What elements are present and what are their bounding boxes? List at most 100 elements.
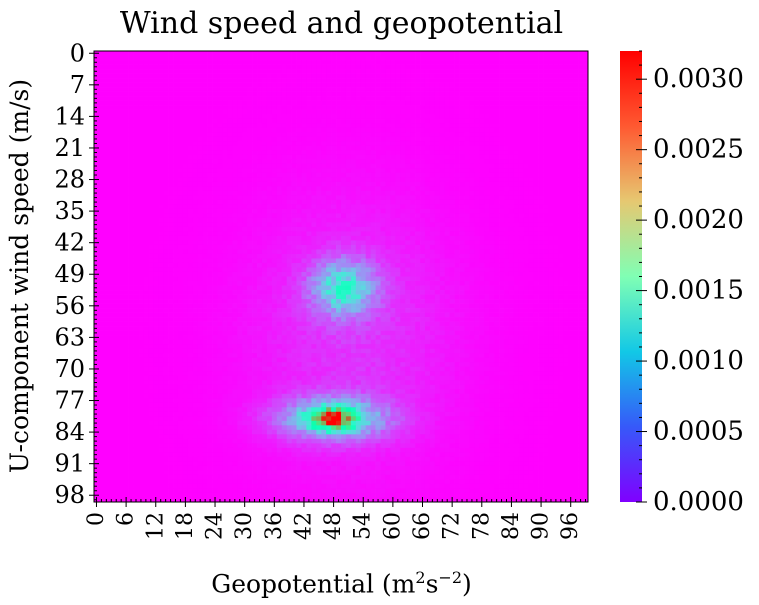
heatmap-cell [138, 154, 144, 160]
heatmap-cell [355, 136, 362, 142]
heatmap-cell [499, 96, 505, 101]
heatmap-cell [444, 145, 451, 151]
heatmap-cell [518, 51, 525, 56]
heatmap-cell [242, 141, 248, 147]
heatmap-cell [400, 271, 406, 277]
heatmap-cell [118, 100, 124, 106]
heatmap-cell [385, 235, 391, 241]
heatmap-cell [197, 271, 204, 277]
heatmap-cell [261, 253, 268, 259]
heatmap-cell [494, 55, 500, 61]
heatmap-cell [355, 141, 362, 147]
heatmap-cell [212, 190, 218, 196]
heatmap-cell [385, 136, 391, 142]
heatmap-cell [494, 186, 500, 192]
heatmap-cell [286, 240, 292, 246]
heatmap-cell [133, 136, 139, 142]
heatmap-cell [400, 105, 406, 110]
heatmap-cell [513, 141, 520, 147]
heatmap-cell [261, 132, 268, 138]
heatmap-cell [528, 105, 535, 110]
heatmap-cell [523, 172, 530, 178]
heatmap-cell [286, 271, 292, 277]
heatmap-cell [227, 168, 233, 174]
heatmap-cell [390, 253, 396, 259]
heatmap-cell [355, 190, 362, 196]
heatmap-cell [341, 204, 347, 210]
heatmap-cell [489, 271, 495, 277]
heatmap-cell [98, 154, 105, 160]
heatmap-cell [123, 168, 129, 174]
heatmap-cell [143, 64, 149, 70]
heatmap-cell [266, 64, 273, 70]
heatmap-cell [563, 127, 569, 133]
heatmap-cell [543, 253, 549, 259]
heatmap-cell [336, 240, 342, 246]
heatmap-cell [103, 145, 110, 151]
heatmap-cell [395, 87, 401, 92]
heatmap-cell [153, 127, 159, 133]
heatmap-cell [197, 145, 204, 151]
heatmap-cell [390, 262, 396, 268]
heatmap-cell [133, 91, 139, 97]
heatmap-cell [350, 244, 357, 250]
heatmap-cell [415, 60, 421, 65]
heatmap-cell [513, 222, 520, 228]
heatmap-cell [177, 100, 184, 106]
heatmap-cell [518, 172, 525, 178]
heatmap-cell [237, 60, 243, 65]
heatmap-cell [326, 244, 332, 250]
heatmap-cell [98, 195, 105, 201]
heatmap-cell [583, 78, 589, 83]
heatmap-cell [108, 55, 115, 61]
heatmap-cell [138, 87, 144, 92]
heatmap-cell [163, 118, 169, 124]
heatmap-cell [523, 127, 530, 133]
heatmap-cell [365, 132, 371, 138]
heatmap-cell [316, 96, 322, 101]
heatmap-cell [538, 244, 544, 250]
heatmap-cell [286, 127, 292, 133]
heatmap-cell [133, 195, 139, 201]
heatmap-cell [197, 199, 204, 205]
heatmap-cell [331, 271, 337, 277]
heatmap-cell [227, 222, 233, 228]
heatmap-cell [420, 163, 426, 169]
heatmap-cell [504, 109, 510, 115]
heatmap-cell [474, 208, 480, 214]
heatmap-cell [508, 190, 515, 196]
heatmap-cell [528, 82, 535, 88]
heatmap-cell [415, 55, 421, 61]
heatmap-cell [504, 190, 510, 196]
heatmap-cell [316, 213, 322, 219]
heatmap-cell [405, 127, 411, 133]
heatmap-cell [173, 91, 179, 97]
heatmap-cell [296, 262, 302, 268]
heatmap-cell [395, 271, 401, 277]
heatmap-cell [266, 267, 273, 273]
heatmap-cell [474, 145, 480, 151]
heatmap-cell [301, 69, 307, 74]
heatmap-cell [568, 91, 574, 97]
heatmap-cell [341, 136, 347, 142]
heatmap-cell [424, 231, 431, 237]
heatmap-cell [390, 244, 396, 250]
heatmap-cell [212, 159, 218, 165]
heatmap-cell [237, 163, 243, 169]
heatmap-cell [281, 82, 288, 88]
heatmap-cell [98, 181, 105, 187]
heatmap-cell [494, 82, 500, 88]
heatmap-cell [202, 145, 208, 151]
heatmap-cell [242, 154, 248, 160]
heatmap-cell [123, 145, 129, 151]
heatmap-cell [439, 262, 446, 268]
heatmap-cell [405, 195, 411, 201]
heatmap-cell [281, 177, 288, 183]
heatmap-cell [508, 172, 515, 178]
heatmap-cell [227, 253, 233, 259]
heatmap-cell [543, 235, 549, 241]
heatmap-cell [395, 132, 401, 138]
heatmap-cell [336, 100, 342, 106]
heatmap-cell [479, 132, 485, 138]
heatmap-cell [128, 55, 134, 61]
